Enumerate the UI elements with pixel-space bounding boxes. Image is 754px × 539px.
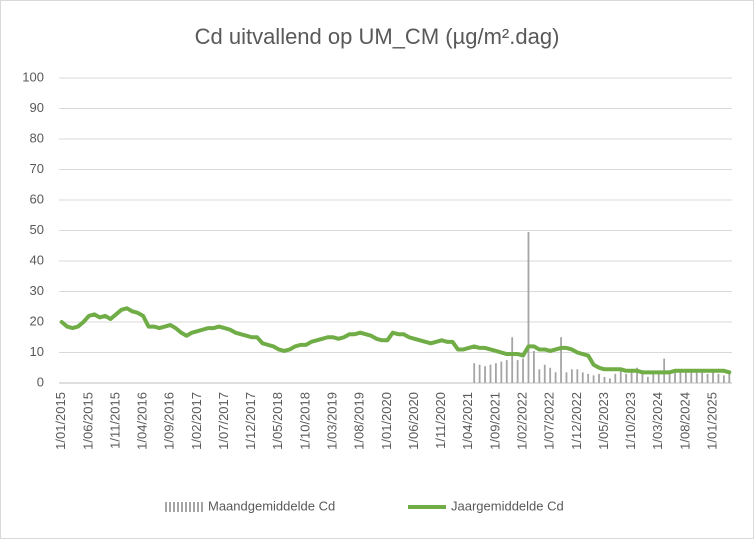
x-tick-label: 1/09/2021 <box>487 392 502 450</box>
bar <box>495 363 497 383</box>
bar <box>500 361 503 383</box>
x-tick-label: 1/04/2021 <box>460 392 475 450</box>
bar <box>560 337 562 383</box>
bar <box>581 372 584 383</box>
x-tick-label: 1/08/2019 <box>352 392 367 450</box>
bar <box>473 363 476 383</box>
bar <box>516 360 519 383</box>
bar <box>570 369 573 383</box>
x-tick-label: 1/01/2020 <box>379 392 394 450</box>
bar <box>728 372 731 383</box>
bar <box>592 375 595 383</box>
chart-title: Cd uitvallend op UM_CM (µg/m².dag) <box>195 24 560 49</box>
y-tick-label: 20 <box>30 313 44 328</box>
x-tick-label: 1/08/2024 <box>677 392 692 450</box>
bar <box>722 375 725 383</box>
y-tick-label: 90 <box>30 100 44 115</box>
x-tick-label: 1/02/2017 <box>189 392 204 450</box>
y-tick-label: 60 <box>30 191 44 206</box>
line <box>59 306 732 375</box>
x-tick-label: 1/04/2016 <box>135 392 150 450</box>
x-tick-label: 1/11/2015 <box>107 392 122 449</box>
bar <box>608 378 611 383</box>
x-tick-label: 1/06/2020 <box>406 392 421 450</box>
bar <box>630 372 633 383</box>
legend-label: Jaargemiddelde Cd <box>451 498 564 513</box>
bar <box>712 370 714 383</box>
y-tick-label: 100 <box>22 69 44 84</box>
bar <box>625 373 628 383</box>
x-tick-label: 1/10/2018 <box>297 392 312 450</box>
bar <box>478 364 481 383</box>
x-tick-label: 1/10/2023 <box>623 392 638 450</box>
bar <box>538 369 541 383</box>
bar <box>532 350 535 383</box>
legend-swatch <box>173 502 175 512</box>
bar <box>549 367 552 383</box>
bar <box>543 364 546 383</box>
bar <box>679 372 682 383</box>
legend-swatch <box>181 502 183 512</box>
x-tick-label: 1/03/2019 <box>325 392 340 450</box>
legend-swatch <box>185 502 187 512</box>
bar <box>565 372 568 383</box>
x-tick-label: 1/03/2024 <box>650 392 665 450</box>
legend-swatch <box>177 502 179 512</box>
y-tick-label: 50 <box>30 222 44 237</box>
x-tick-label: 1/01/2025 <box>704 392 719 450</box>
legend-swatch <box>165 502 167 512</box>
bar <box>511 337 514 383</box>
bar <box>674 369 676 383</box>
legend-swatch <box>201 502 203 512</box>
bar <box>657 370 660 383</box>
x-tick-label: 1/02/2022 <box>514 392 529 450</box>
bar <box>614 373 617 383</box>
legend-swatch <box>193 502 195 512</box>
x-tick-label: 1/05/2018 <box>270 392 285 450</box>
x-tick-label: 1/12/2022 <box>569 392 584 450</box>
bar <box>717 373 720 383</box>
bar <box>706 373 709 383</box>
bar <box>576 369 579 383</box>
legend-swatch <box>189 502 191 512</box>
x-tick-label: 1/09/2016 <box>162 392 177 450</box>
y-tick-label: 80 <box>30 130 44 145</box>
bar <box>646 376 649 383</box>
bar <box>522 358 524 383</box>
y-tick-label: 10 <box>30 344 44 359</box>
x-tick-label: 1/11/2020 <box>433 392 448 449</box>
legend-swatch <box>169 502 171 512</box>
bar <box>641 372 644 383</box>
bar <box>652 373 655 383</box>
x-tick-label: 1/07/2022 <box>542 392 557 450</box>
bar <box>554 372 557 383</box>
y-tick-label: 0 <box>37 374 44 389</box>
x-tick-label: 1/01/2015 <box>53 392 68 450</box>
bar <box>701 372 704 383</box>
y-tick-label: 70 <box>30 161 44 176</box>
bar <box>489 364 492 383</box>
bar <box>587 373 590 383</box>
bar <box>603 376 606 383</box>
x-tick-label: 1/07/2017 <box>216 392 231 450</box>
bar <box>636 367 638 383</box>
x-tick-label: 1/05/2023 <box>596 392 611 450</box>
legend-label: Maandgemiddelde Cd <box>208 498 335 513</box>
bar <box>668 373 671 383</box>
bar <box>598 373 600 383</box>
legend-swatch <box>197 502 199 512</box>
bar <box>619 370 622 383</box>
x-tick-label: 1/12/2017 <box>243 392 258 450</box>
bar <box>505 360 508 383</box>
y-tick-label: 30 <box>30 283 44 298</box>
bar <box>684 370 687 383</box>
bar <box>484 366 486 383</box>
bar <box>695 370 698 383</box>
bar <box>690 369 693 383</box>
y-tick-label: 40 <box>30 252 44 267</box>
bar <box>527 232 530 383</box>
x-tick-label: 1/06/2015 <box>80 392 95 450</box>
